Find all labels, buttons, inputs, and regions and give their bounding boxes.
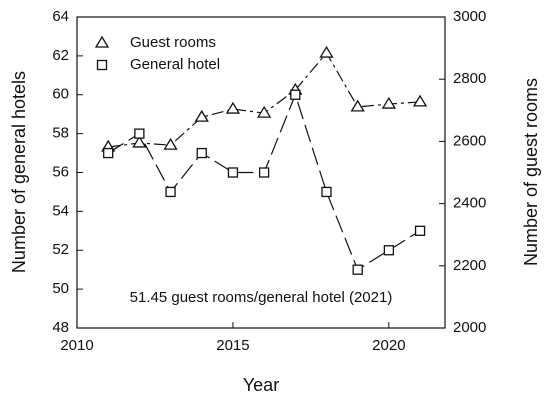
marker-square — [258, 167, 270, 178]
y-tick-label: 54 — [52, 202, 69, 219]
y-axis-label: Number of general hotels — [9, 71, 29, 273]
marker-square — [227, 167, 239, 178]
y2-axis-label: Number of guest rooms — [521, 78, 541, 266]
marker-triangle — [194, 109, 209, 122]
y-tick-label: 58 — [52, 125, 69, 142]
marker-square — [134, 128, 145, 139]
x-axis-label: Year — [243, 375, 279, 395]
x-tick-label: 2015 — [216, 337, 249, 354]
y-tick-label: 50 — [52, 280, 69, 297]
x-tick-label: 2020 — [372, 337, 405, 354]
annotation: 51.45 guest rooms/general hotel (2021) — [130, 289, 393, 306]
marker-triangle — [350, 99, 365, 112]
marker-triangle — [256, 105, 272, 118]
y2-tick-label: 2600 — [453, 132, 486, 149]
marker-triangle — [163, 137, 178, 150]
y2-tick-label: 2200 — [453, 257, 486, 274]
y-tick-label: 64 — [52, 8, 69, 25]
y-tick-label: 52 — [52, 241, 69, 258]
legend-label: Guest rooms — [130, 34, 216, 51]
y2-tick-label: 2000 — [453, 319, 486, 336]
series-line — [107, 92, 421, 271]
marker-triangle — [381, 96, 397, 109]
marker-square — [321, 186, 332, 198]
y-tick-label: 60 — [52, 86, 69, 103]
y2-tick-label: 2400 — [453, 195, 486, 212]
y-tick-label: 48 — [52, 319, 69, 336]
marker-triangle — [94, 35, 110, 48]
marker-square — [414, 225, 426, 236]
marker-triangle — [319, 45, 334, 58]
y2-tick-label: 3000 — [453, 8, 486, 25]
marker-square — [352, 264, 363, 275]
marker-square — [103, 147, 114, 159]
marker-square — [165, 186, 176, 198]
marker-square — [290, 89, 301, 100]
legend-label: General hotel — [130, 56, 220, 73]
marker-square — [96, 59, 108, 71]
y-tick-label: 56 — [52, 163, 69, 180]
x-tick-label: 2010 — [60, 337, 93, 354]
marker-triangle — [412, 94, 428, 107]
marker-triangle — [225, 101, 241, 114]
y2-tick-label: 2800 — [453, 70, 486, 87]
marker-square — [383, 245, 395, 256]
marker-square — [196, 147, 207, 159]
y-tick-label: 62 — [52, 47, 69, 64]
marker-triangle — [132, 135, 147, 148]
